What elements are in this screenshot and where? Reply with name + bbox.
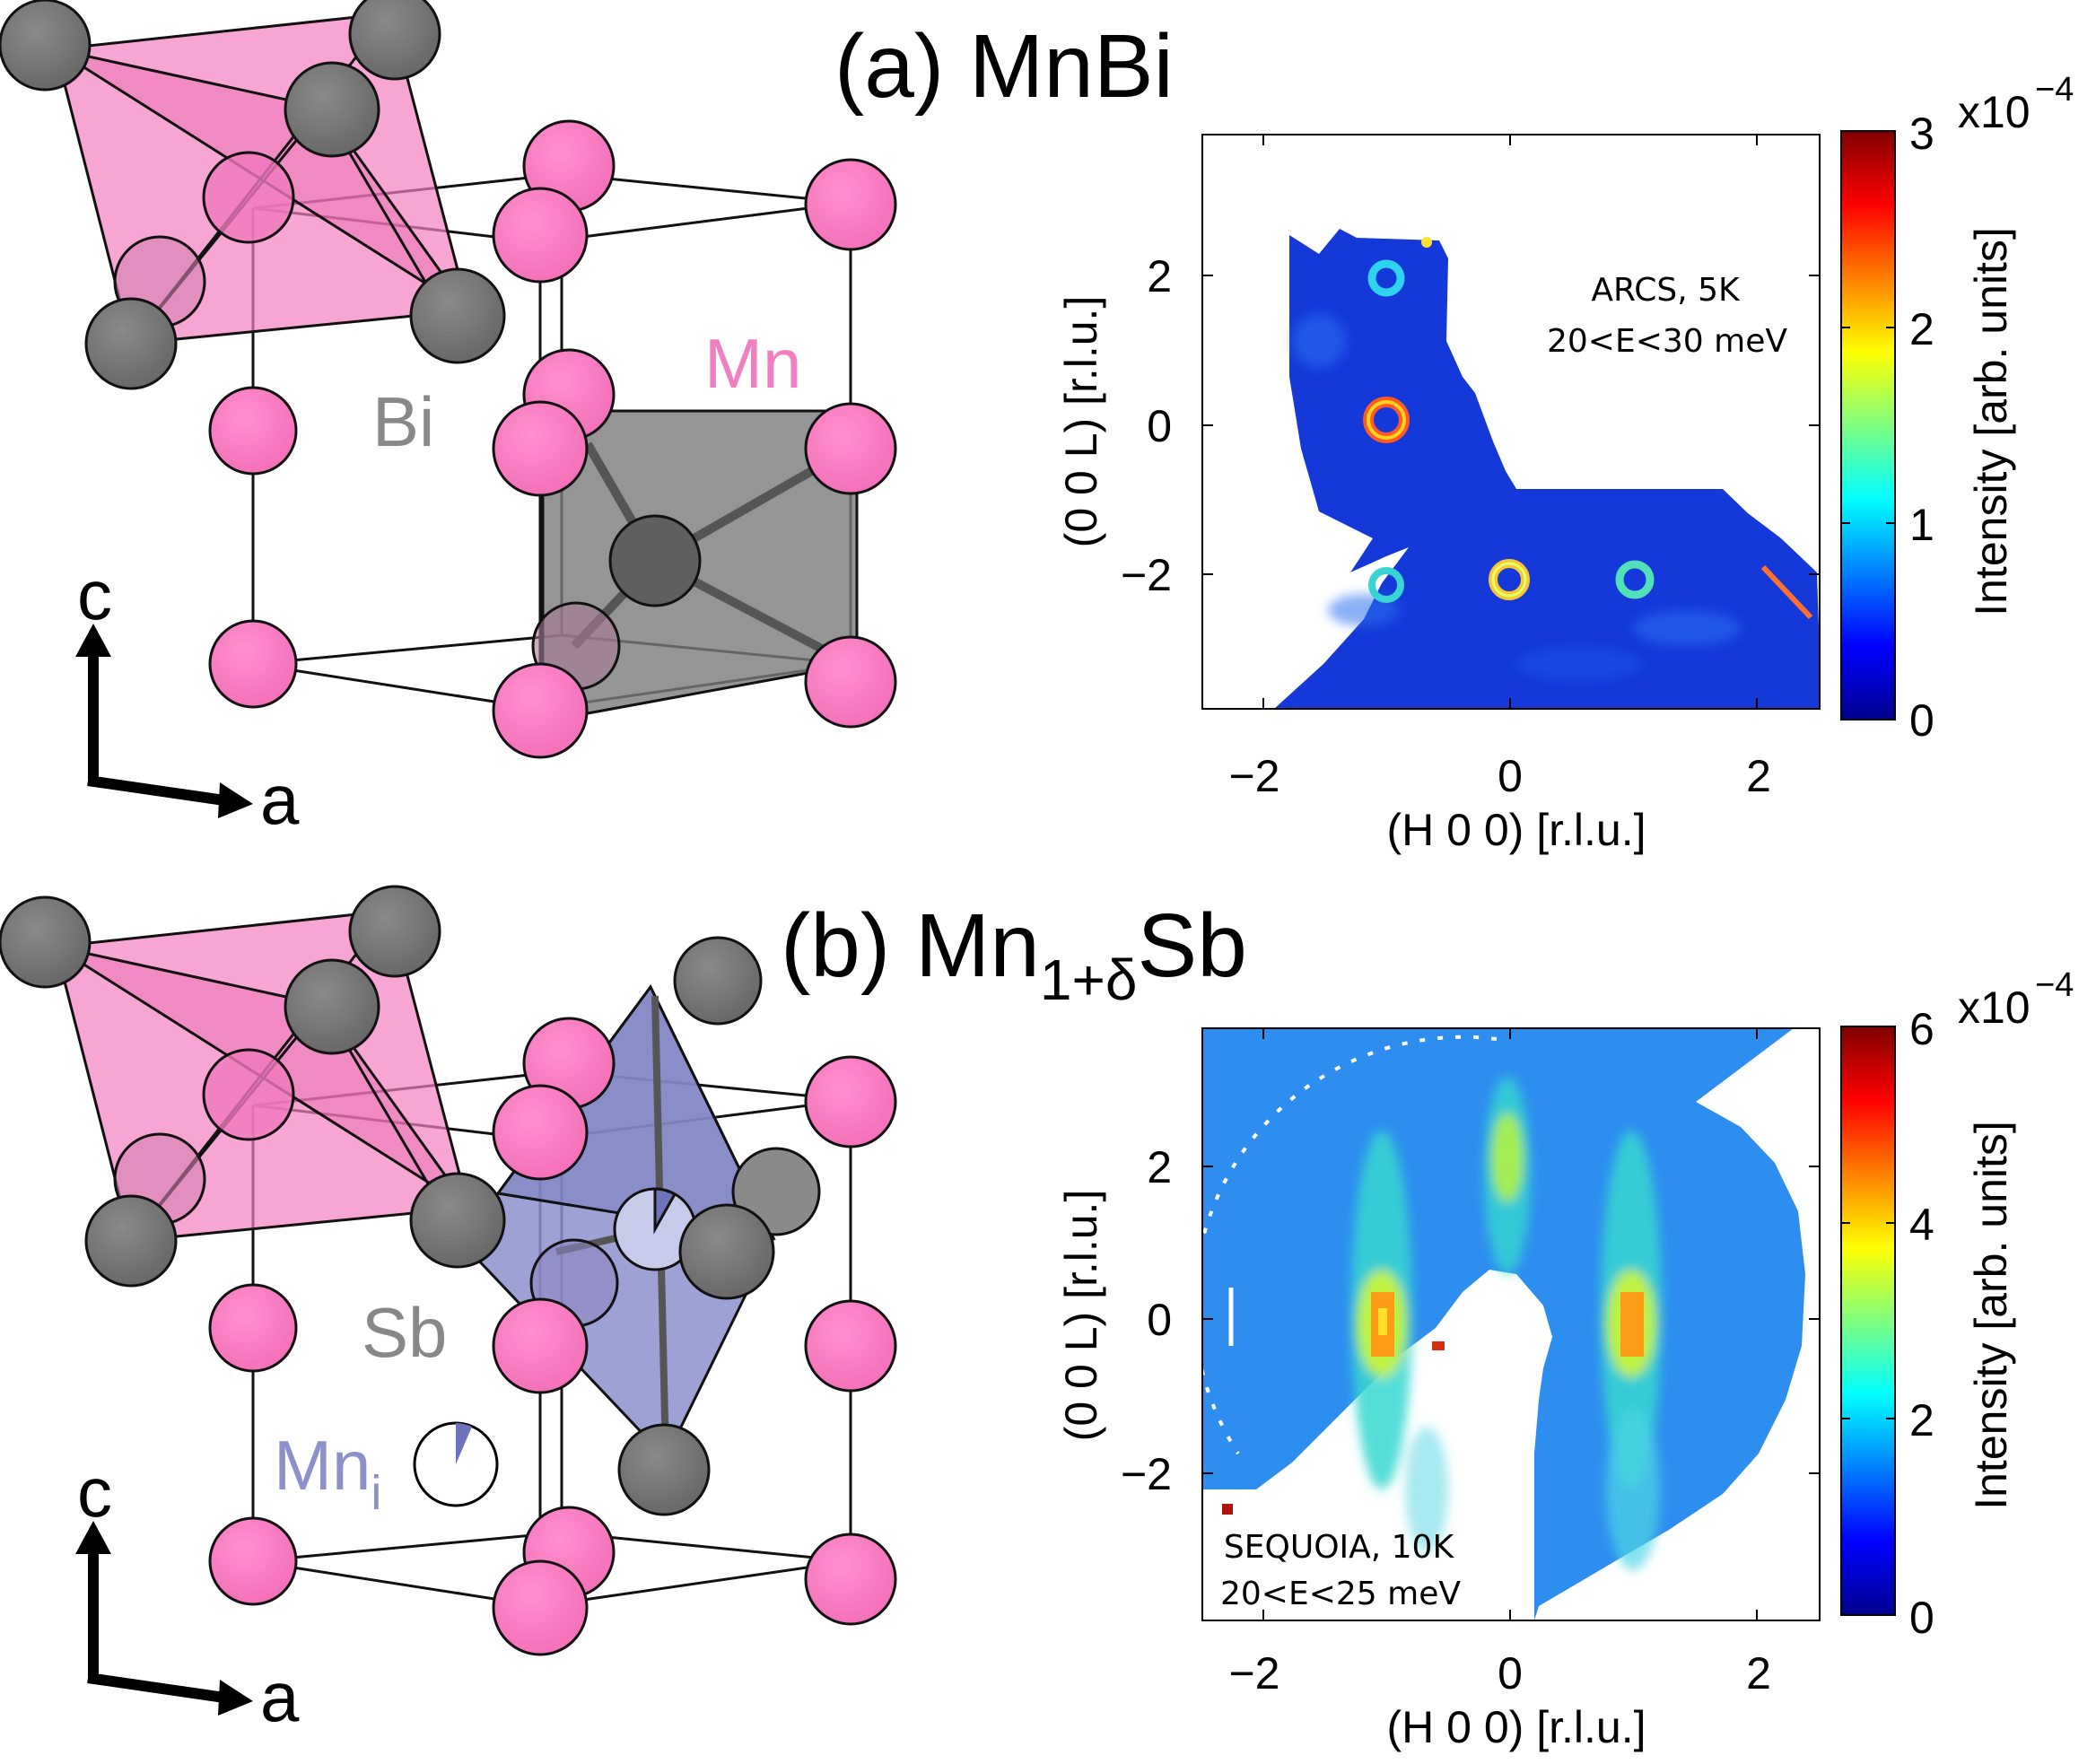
mni-label-main: Mn bbox=[274, 1426, 371, 1505]
annotation-b-2: 20<E<25 meV bbox=[1220, 1576, 1461, 1612]
cbar-a-label: Intensity [arb. units] bbox=[1966, 227, 2016, 616]
sb-label: Sb bbox=[362, 1293, 447, 1372]
annotation-b-1: SEQUOIA, 10K bbox=[1224, 1529, 1455, 1566]
cbar-a-exp-base: x10 bbox=[1958, 87, 2030, 137]
xtick-b-1: 0 bbox=[1498, 1648, 1523, 1699]
peak-rings bbox=[1363, 237, 1813, 620]
xtick-a-2: 2 bbox=[1746, 751, 1771, 801]
mni-label-sub: i bbox=[371, 1466, 381, 1520]
panel-b-title-sub: 1+δ bbox=[1040, 947, 1138, 1012]
panel-b-title-main: (b) Mn bbox=[781, 895, 1040, 996]
ytick-b-2: −2 bbox=[1121, 1449, 1172, 1499]
ytick-b-0: 2 bbox=[1147, 1142, 1172, 1192]
axes-arrows-a bbox=[75, 624, 253, 818]
xtick-a-1: 0 bbox=[1498, 751, 1523, 801]
heatmap-b: −2 0 2 2 0 −2 (H 0 0) [r.l.u.] (0 0 L) [… bbox=[1056, 1027, 1821, 1752]
colorbar-b: 0 2 4 6 x10 −4 Intensity [arb. units] bbox=[1840, 966, 2074, 1643]
cbar-b-tick-0: 0 bbox=[1909, 1593, 1934, 1643]
cbar-a-tick-3: 3 bbox=[1909, 109, 1934, 159]
axis-a-label-a: a bbox=[260, 760, 300, 839]
cbar-a-tick-0: 0 bbox=[1909, 695, 1934, 746]
panel-a-title: (a) MnBi bbox=[834, 16, 1174, 117]
mnsb-structure bbox=[0, 885, 897, 1656]
ytick-a-2: −2 bbox=[1121, 550, 1172, 600]
occupancy-pie-icon bbox=[413, 1421, 499, 1507]
xtick-b-2: 2 bbox=[1746, 1648, 1771, 1699]
axis-c-label-a: c bbox=[77, 555, 112, 634]
axes-arrows-b bbox=[75, 1521, 253, 1716]
bi-label: Bi bbox=[372, 382, 434, 461]
xtick-b-0: −2 bbox=[1228, 1648, 1279, 1699]
mn-atoms bbox=[208, 119, 897, 759]
sb-atoms bbox=[0, 885, 821, 1516]
heatmap-b-data bbox=[1202, 1028, 1805, 1620]
bi-atoms bbox=[0, 0, 506, 390]
intense-spots bbox=[1222, 1292, 1644, 1515]
cbar-b-tick-1: 2 bbox=[1909, 1395, 1934, 1445]
panel-b-title: (b) Mn1+δSb bbox=[781, 895, 1247, 1012]
cbar-b-tick-2: 4 bbox=[1909, 1200, 1934, 1250]
ticks-a bbox=[1202, 135, 1820, 709]
ytick-a-0: 2 bbox=[1147, 251, 1172, 301]
mn-atoms-b bbox=[208, 1017, 897, 1656]
colorbar-a: 0 1 2 3 x10 −4 Intensity [arb. units] bbox=[1840, 71, 2074, 746]
cbar-a-tick-1: 1 bbox=[1909, 500, 1934, 550]
xlabel-a: (H 0 0) [r.l.u.] bbox=[1387, 805, 1646, 855]
panel-b-title-end: Sb bbox=[1138, 895, 1247, 996]
heatmap-a: −2 0 2 2 0 −2 (H 0 0) [r.l.u.] (0 0 L) [… bbox=[1056, 134, 1821, 855]
axis-a-label-b: a bbox=[260, 1657, 300, 1736]
mni-label: Mni bbox=[274, 1426, 381, 1520]
ticks-b bbox=[1202, 1028, 1820, 1620]
xtick-a-0: −2 bbox=[1228, 751, 1279, 801]
cbar-b-exp: −4 bbox=[2035, 966, 2074, 1004]
cbar-b-tick-3: 6 bbox=[1909, 1004, 1934, 1054]
cbar-b-exp-base: x10 bbox=[1958, 982, 2030, 1033]
panel-b: (b) Mn1+δSb bbox=[0, 885, 2074, 1752]
cbar-a-tick-2: 2 bbox=[1909, 304, 1934, 354]
ytick-b-1: 0 bbox=[1147, 1295, 1172, 1345]
cbar-b-label: Intensity [arb. units] bbox=[1966, 1121, 2016, 1510]
axis-c-label-b: c bbox=[77, 1453, 112, 1532]
annotation-a-1: ARCS, 5K bbox=[1591, 272, 1741, 309]
xlabel-b: (H 0 0) [r.l.u.] bbox=[1387, 1702, 1646, 1752]
bi-octahedron bbox=[531, 409, 859, 715]
panel-a: (a) MnBi bbox=[0, 0, 2074, 855]
ylabel-b: (0 0 L) [r.l.u.] bbox=[1056, 1190, 1106, 1442]
mnbi-structure bbox=[0, 0, 897, 759]
ylabel-a: (0 0 L) [r.l.u.] bbox=[1056, 296, 1106, 548]
annotation-a-2: 20<E<30 meV bbox=[1547, 323, 1787, 360]
ytick-a-1: 0 bbox=[1147, 401, 1172, 451]
mn-label: Mn bbox=[704, 324, 801, 403]
cbar-a-exp: −4 bbox=[2035, 71, 2074, 109]
heatmap-a-data bbox=[1274, 229, 1820, 709]
